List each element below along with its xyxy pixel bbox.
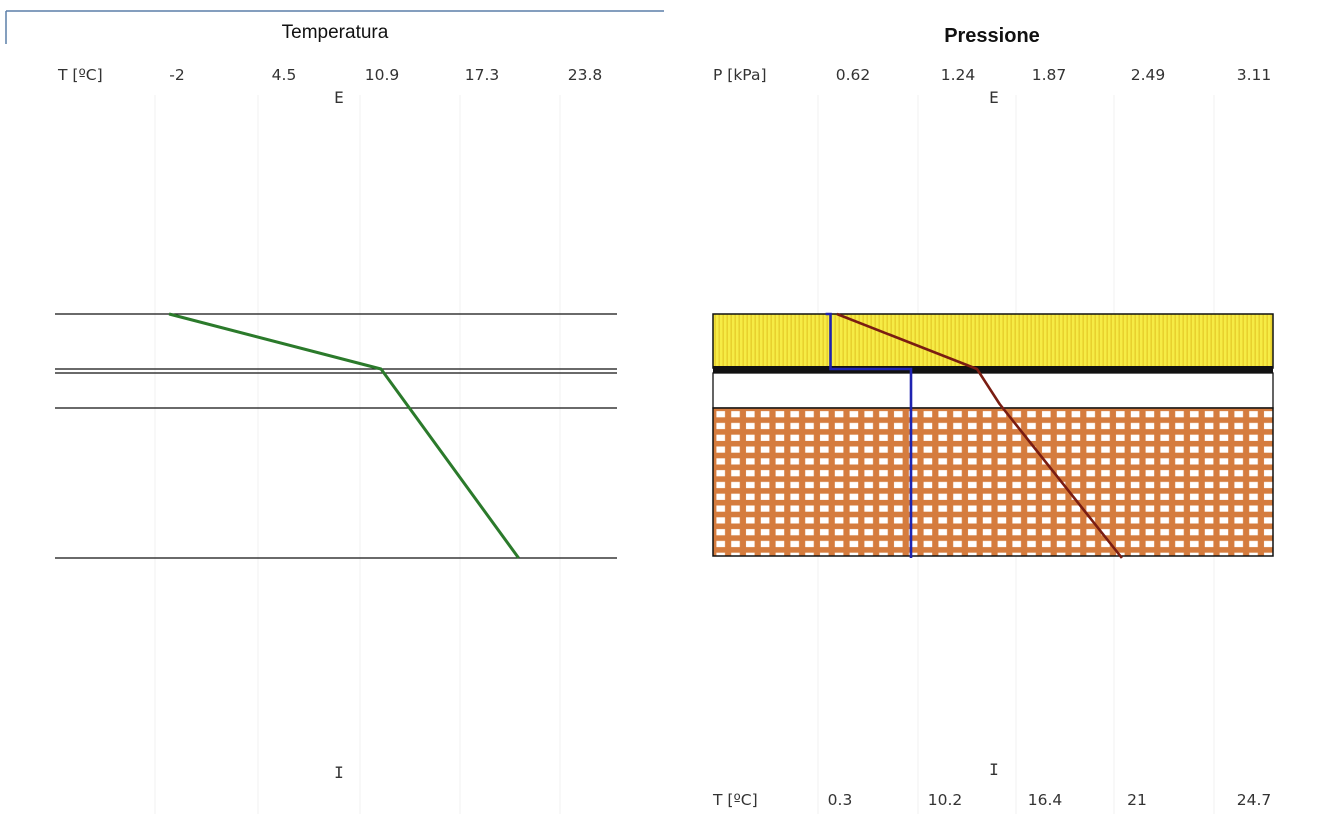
pressure-tick-label: 3.11 xyxy=(1237,66,1272,84)
pressure-title: Pressione xyxy=(944,25,1040,47)
pressure-temperature-tick-label: 24.7 xyxy=(1237,791,1272,809)
membrane-layer xyxy=(713,366,1273,373)
insulation-layer xyxy=(712,313,1274,369)
temperature-tick-label: 23.8 xyxy=(568,66,603,84)
pressure-temperature-tick-label: 21 xyxy=(1127,791,1147,809)
pressure-tick-labels: 0.62 1.24 1.87 2.49 3.11 xyxy=(836,66,1272,84)
temperature-axis-label: T [ºC] xyxy=(57,66,103,84)
pressure-tick-label: 1.24 xyxy=(941,66,976,84)
temperature-profile-line xyxy=(168,312,520,559)
temperature-title: Temperatura xyxy=(282,22,389,43)
temperature-grid xyxy=(154,95,561,814)
pressure-temperature-tick-label: 16.4 xyxy=(1028,791,1063,809)
pressure-axis-label: P [kPa] xyxy=(713,66,767,84)
temperature-tick-label: 17.3 xyxy=(465,66,500,84)
pressure-inside-label: I xyxy=(989,760,999,779)
pressure-outside-label: E xyxy=(989,88,999,107)
air-gap-layer xyxy=(712,372,1274,409)
vapour-pressure-line xyxy=(825,312,913,558)
temperature-outside-label: E xyxy=(334,88,344,107)
temperature-tick-label: 4.5 xyxy=(272,66,297,84)
temperature-inside-label: I xyxy=(334,763,344,782)
pressure-tick-label: 0.62 xyxy=(836,66,871,84)
temperature-tick-label: 10.9 xyxy=(365,66,400,84)
pressure-temperature-tick-labels: 0.3 10.2 16.4 21 24.7 xyxy=(828,791,1272,809)
pressure-temperature-axis-label: T [ºC] xyxy=(712,791,758,809)
pressure-temperature-tick-label: 0.3 xyxy=(828,791,853,809)
pressure-tick-label: 2.49 xyxy=(1131,66,1166,84)
pressure-temperature-tick-label: 10.2 xyxy=(928,791,963,809)
temperature-tick-label: -2 xyxy=(169,66,184,84)
saturation-pressure-line xyxy=(836,312,1123,559)
pressure-tick-label: 1.87 xyxy=(1032,66,1067,84)
brick-layer xyxy=(712,407,1274,557)
temperature-tick-labels: -2 4.5 10.9 17.3 23.8 xyxy=(169,66,602,84)
pressure-chart: Pressione P [kPa] 0.62 1.24 1.87 2.49 3.11 T… xyxy=(712,25,1274,814)
temperature-chart: Temperatura T [ºC] -2 4.5 10.9 17.3 23.8 E I xyxy=(55,22,617,814)
